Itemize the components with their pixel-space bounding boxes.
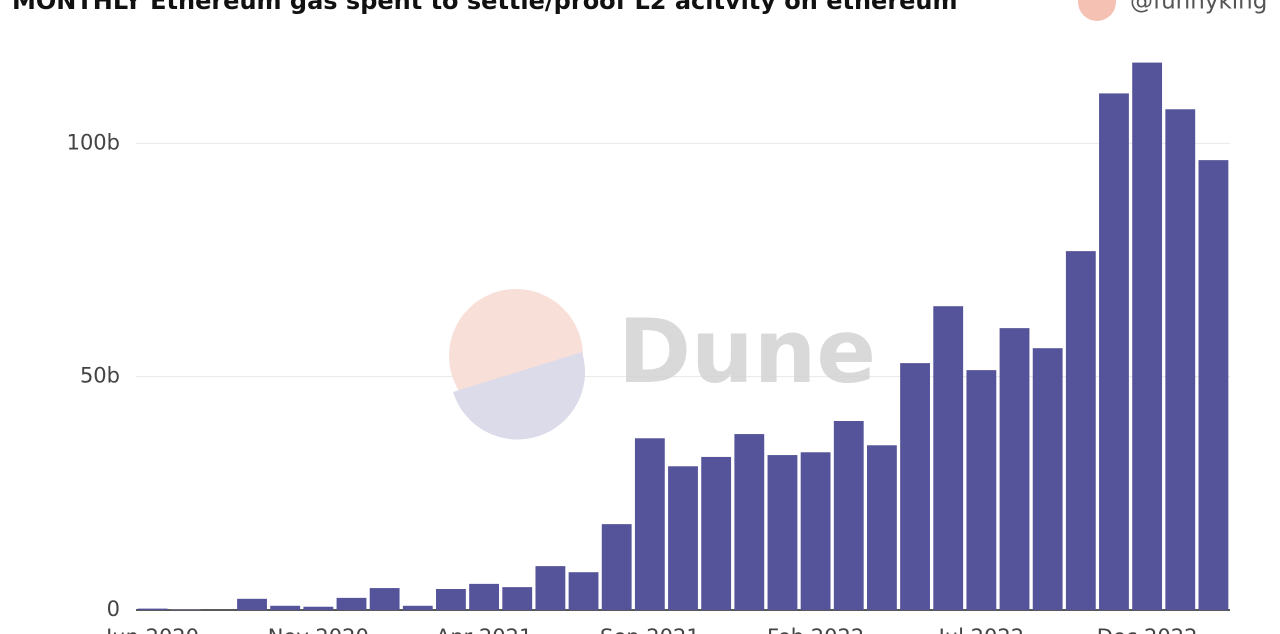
bar <box>1099 93 1129 610</box>
x-tick-label: Dec 2022 <box>1097 625 1198 634</box>
bar <box>866 445 897 610</box>
x-tick-label: Nov 2020 <box>268 625 369 634</box>
y-tick-label: 0 <box>107 597 120 621</box>
bar <box>833 421 864 610</box>
y-tick-label: 100b <box>67 130 120 154</box>
x-tick-label: Apr 2021 <box>436 625 532 634</box>
bar <box>436 589 466 610</box>
watermark: Dune <box>449 289 876 440</box>
bar <box>767 455 798 610</box>
bar <box>568 572 599 610</box>
x-tick-label: Feb 2022 <box>767 625 864 634</box>
y-tick-label: 50b <box>80 364 120 388</box>
bar <box>336 597 367 610</box>
watermark-text: Dune <box>618 300 876 403</box>
x-tick-label: Jun 2020 <box>104 625 199 634</box>
bar <box>734 434 765 610</box>
bar <box>402 605 433 610</box>
author[interactable]: @funnyking <box>1130 0 1267 15</box>
bar <box>668 466 698 610</box>
bar <box>469 583 500 610</box>
bar <box>237 598 267 610</box>
bar <box>1198 160 1229 610</box>
author-avatar <box>1078 0 1116 21</box>
bar <box>1065 251 1096 610</box>
bar <box>270 605 301 610</box>
bar <box>1132 62 1163 611</box>
x-tick-label: Jul 2022 <box>937 625 1024 634</box>
x-tick-label: Sep 2021 <box>600 625 700 634</box>
bar <box>535 566 566 610</box>
bar <box>369 588 400 610</box>
bar <box>999 328 1030 610</box>
bar <box>137 608 168 610</box>
bar <box>1165 109 1196 611</box>
bar <box>601 524 632 610</box>
bar <box>900 363 930 610</box>
bar <box>1032 348 1063 610</box>
bar <box>966 370 997 610</box>
chart-title: MONTHLY Ethereum gas spent to settle/pro… <box>12 0 958 15</box>
bar <box>303 606 334 610</box>
bar <box>800 452 831 610</box>
bar <box>502 587 533 610</box>
bar <box>701 456 732 610</box>
watermark-logo-part <box>453 352 586 440</box>
bar <box>933 306 964 610</box>
bar <box>634 438 665 610</box>
